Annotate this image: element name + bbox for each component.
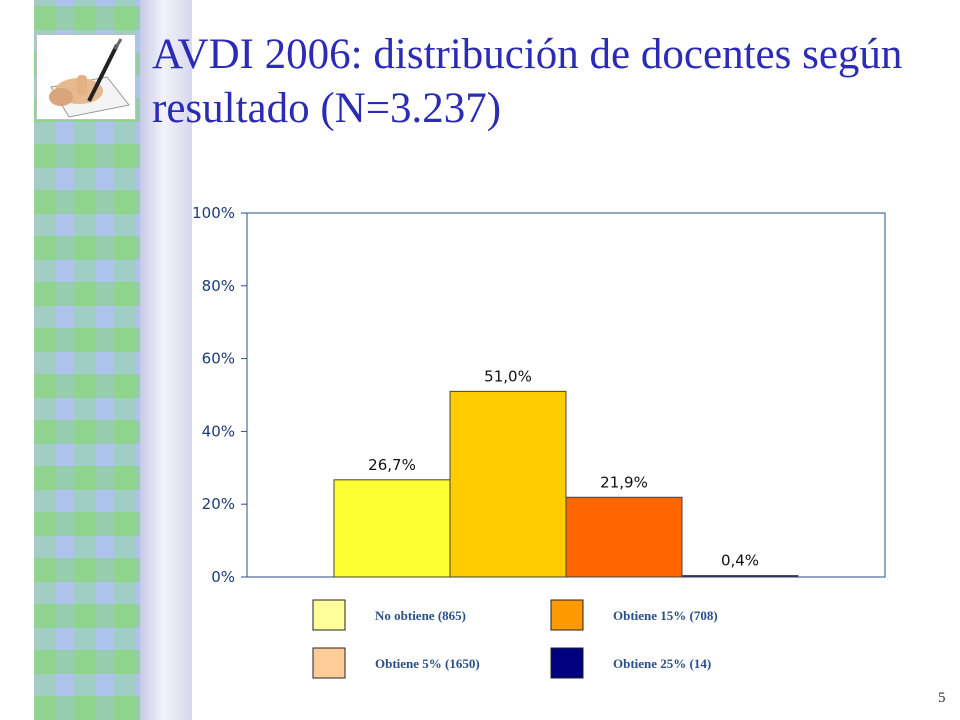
data-label: 0,4% (721, 552, 759, 570)
data-label: 51,0% (484, 367, 532, 385)
y-tick-label: 100% (192, 204, 235, 222)
bar (449, 390, 567, 578)
legend-label: Obtiene 15% (708) (613, 608, 718, 623)
y-tick-label: 80% (202, 277, 235, 295)
sidebar-pillar (140, 0, 192, 720)
hand-writing-icon (36, 34, 136, 120)
legend-swatch (312, 647, 346, 679)
slide-title: AVDI 2006: distribución de docentes segú… (152, 31, 903, 132)
y-tick-label: 60% (202, 350, 235, 368)
data-label: 21,9% (600, 473, 648, 491)
slide-number: 5 (938, 690, 946, 706)
y-tick-label: 0% (211, 568, 235, 586)
legend-label: No obtiene (865) (375, 608, 466, 623)
legend-swatch (550, 599, 584, 631)
data-label: 26,7% (368, 456, 416, 474)
legend-swatch (312, 599, 346, 631)
legend-swatch (550, 647, 584, 679)
bar (565, 496, 683, 578)
legend-label: Obtiene 25% (14) (613, 656, 711, 671)
bar (681, 575, 799, 578)
legend-label: Obtiene 5% (1650) (375, 656, 480, 671)
y-tick-label: 40% (202, 422, 235, 440)
y-tick-label: 20% (202, 495, 235, 513)
sidebar-decoration (34, 0, 146, 720)
bar (333, 479, 451, 578)
